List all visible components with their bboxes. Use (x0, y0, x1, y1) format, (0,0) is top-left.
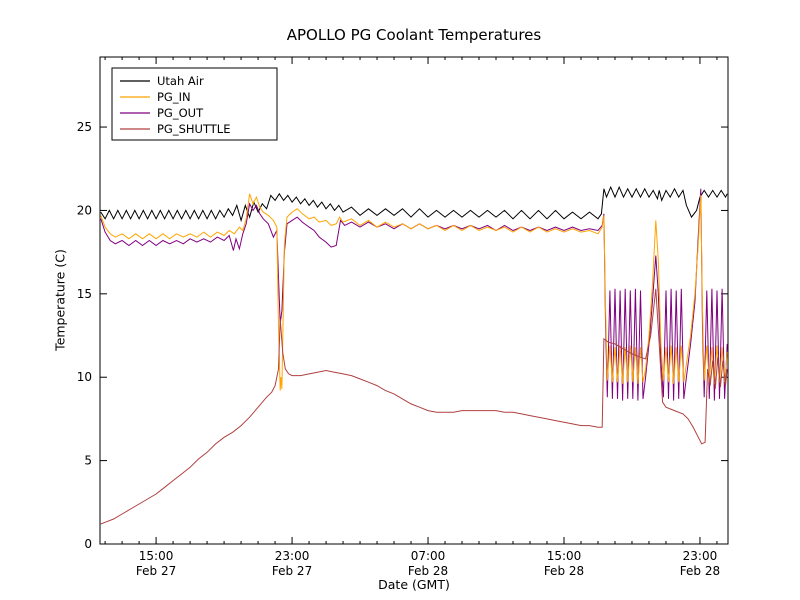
legend-label-pg-shuttle: PG_SHUTTLE (157, 122, 230, 136)
x-tick-date-label: Feb 28 (544, 564, 584, 578)
plot-area (99, 56, 729, 545)
series-pg-shuttle (100, 288, 728, 525)
y-axis-label: Temperature (C) (52, 249, 68, 351)
x-tick-date-label: Feb 28 (408, 564, 448, 578)
x-tick-date-label: Feb 27 (136, 564, 176, 578)
series-pg-out (100, 188, 728, 401)
y-tick-label: 0 (84, 537, 92, 551)
series-pg-in (100, 193, 728, 391)
x-tick-label: 15:00 (547, 549, 582, 563)
x-tick-label: 15:00 (139, 549, 174, 563)
x-tick-label: 23:00 (275, 549, 310, 563)
x-tick-date-label: Feb 27 (272, 564, 312, 578)
legend-box (111, 67, 278, 141)
chart-title: APOLLO PG Coolant Temperatures (286, 26, 542, 44)
y-tick-label: 5 (84, 454, 92, 468)
x-tick-label: 07:00 (411, 549, 446, 563)
x-tick-label: 23:00 (683, 549, 718, 563)
y-tick-label: 25 (77, 120, 92, 134)
legend-label-pg-in: PG_IN (157, 90, 191, 104)
legend-label-pg-out: PG_OUT (157, 106, 204, 120)
x-axis-label: Date (GMT) (378, 577, 450, 592)
y-tick-label: 20 (77, 203, 92, 217)
legend-label-utah-air: Utah Air (157, 74, 204, 88)
y-tick-label: 10 (77, 370, 92, 384)
y-tick-label: 15 (77, 287, 92, 301)
x-tick-date-label: Feb 28 (680, 564, 720, 578)
series-utah-air (100, 185, 728, 223)
